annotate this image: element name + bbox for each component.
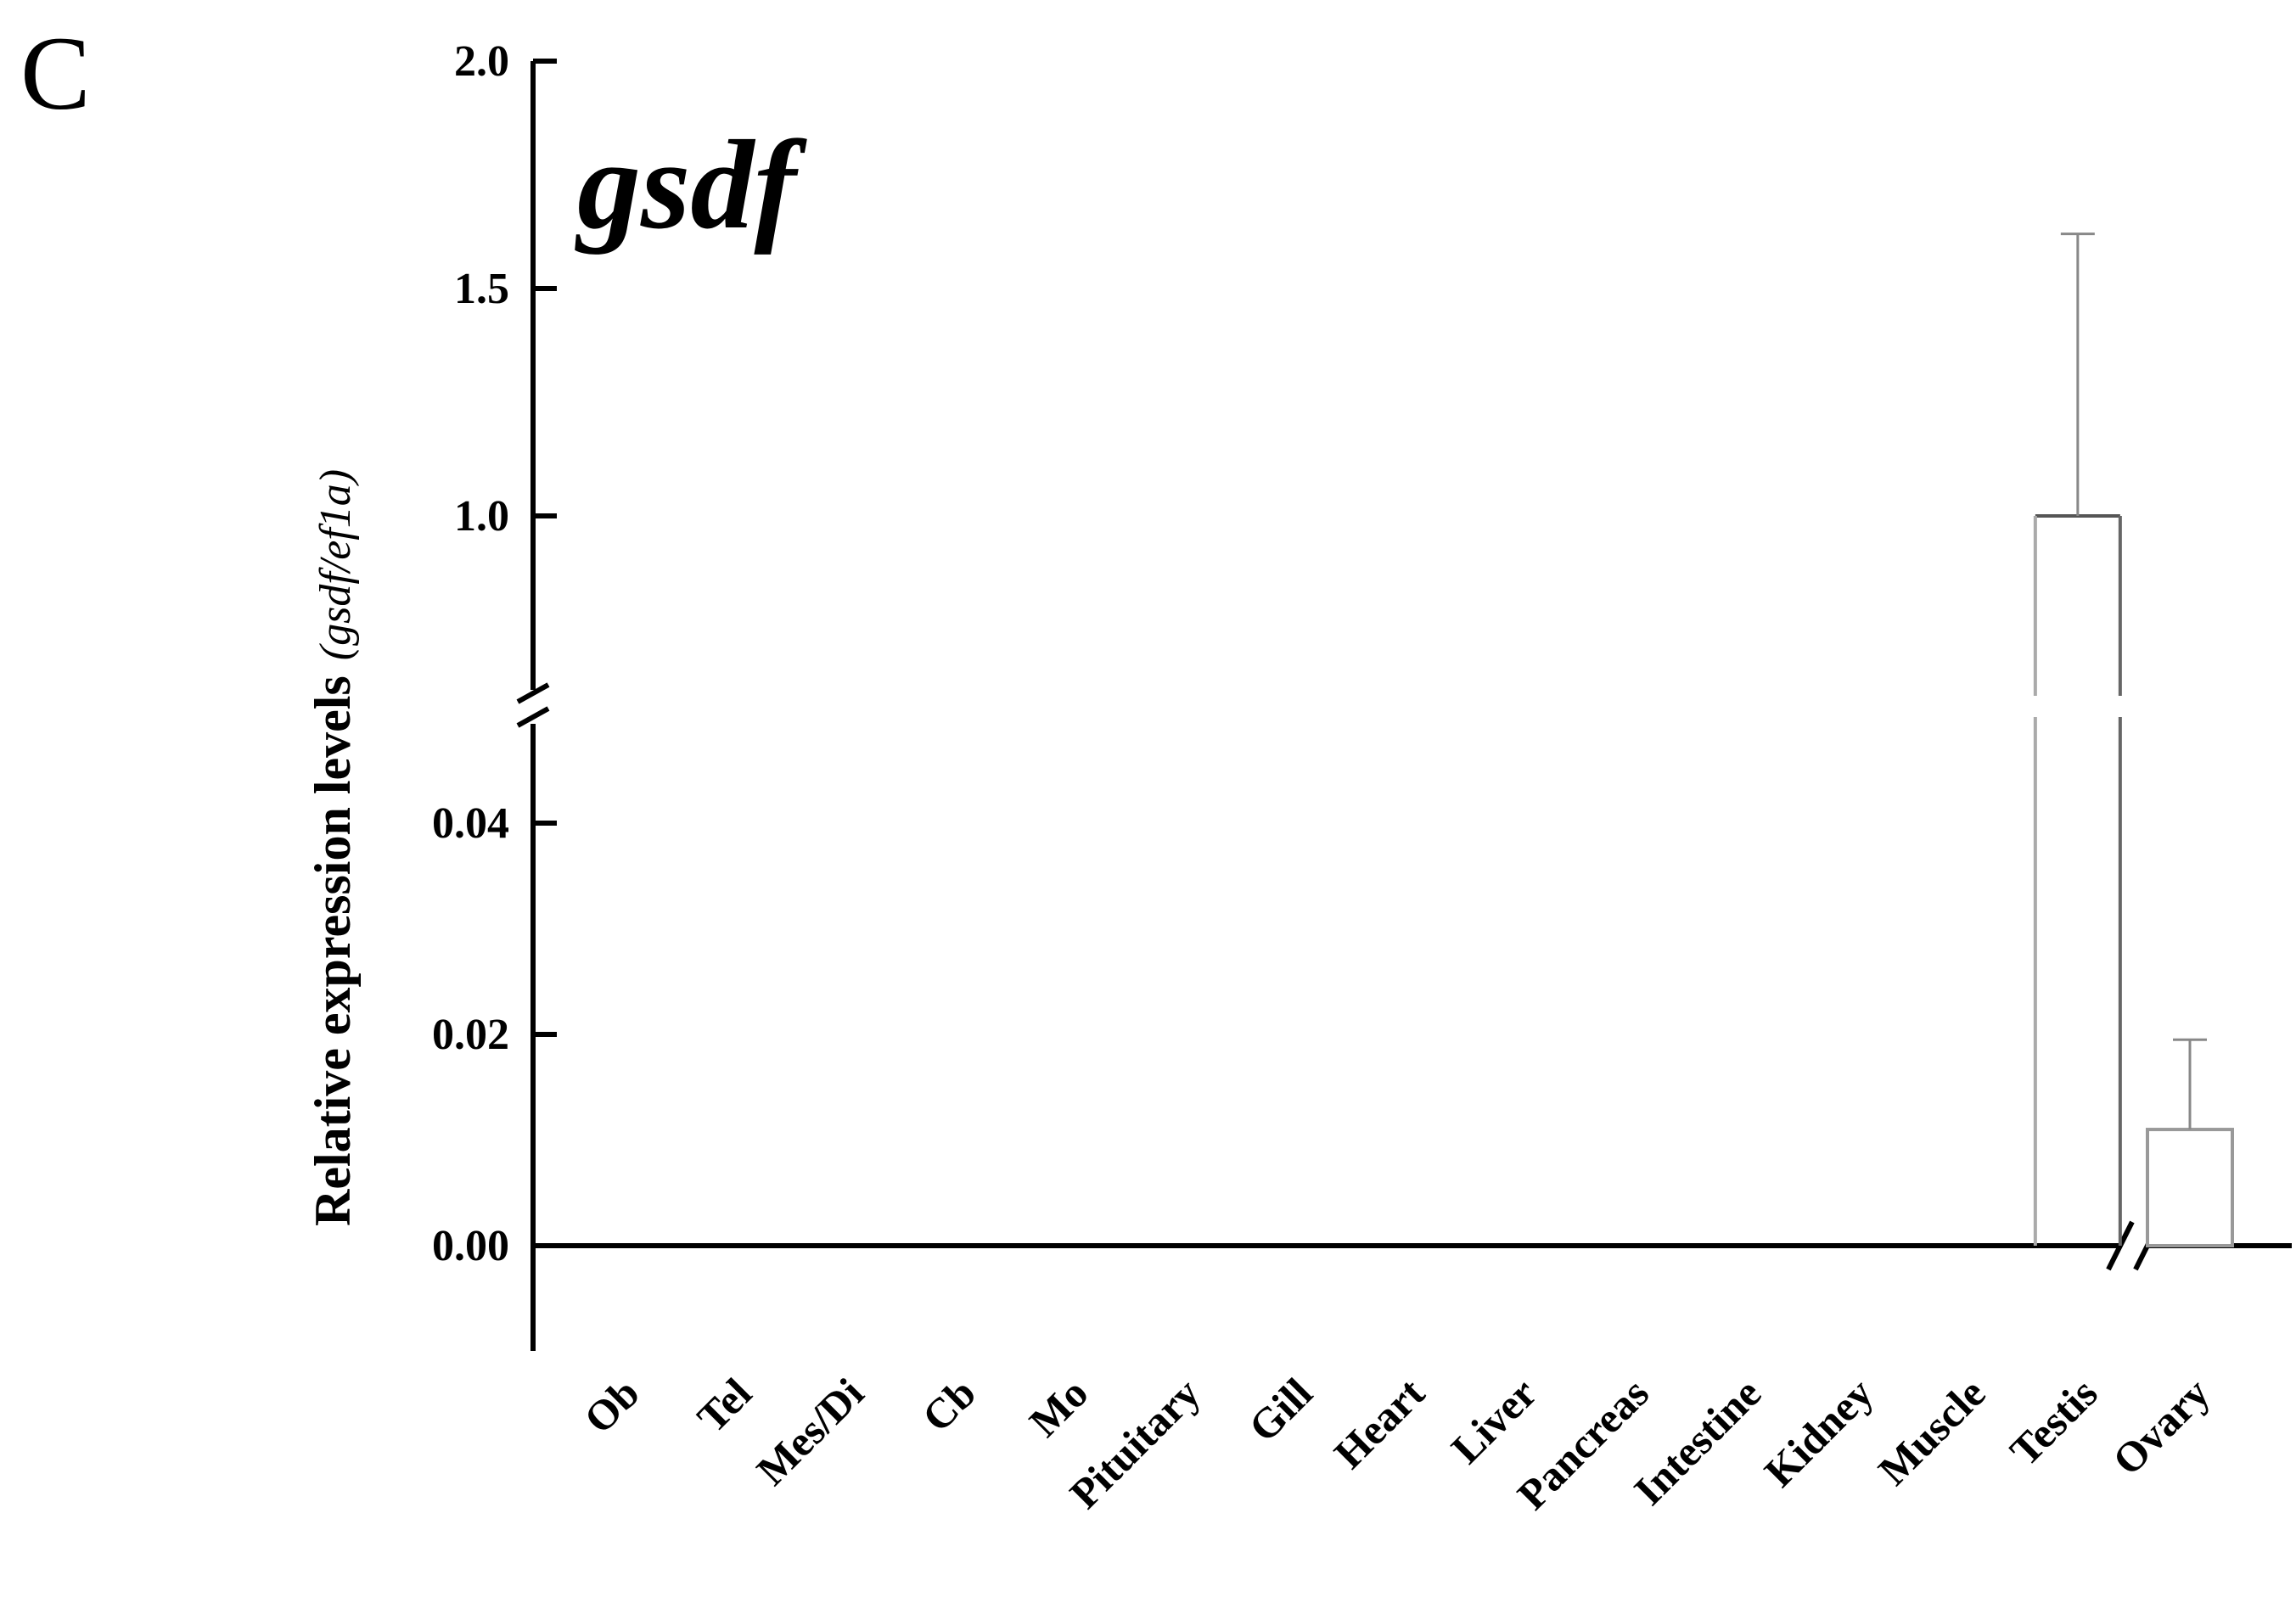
x-category-label: Mes/Di — [747, 1369, 873, 1494]
chart-title: gsdf — [575, 115, 807, 255]
x-category-label: Ovary — [2103, 1369, 2219, 1484]
y-axis-label: Relative expression levels (gsdf/ef1a) — [305, 469, 361, 1226]
x-category-label: Liver — [1442, 1369, 1546, 1472]
y-axis-break-mark — [516, 706, 550, 728]
x-category-label: Mo — [1020, 1369, 1097, 1446]
bar-ovary — [2146, 1038, 2234, 1248]
x-category-label: Kidney — [1755, 1369, 1883, 1496]
y-axis-label-suffix: (gsdf/ef1a) — [312, 469, 360, 660]
bars — [2033, 233, 2234, 1248]
y-axis-label-main: Relative expression levels — [305, 675, 361, 1226]
x-category-label: Tel — [688, 1369, 761, 1442]
x-category-label: Gill — [1239, 1369, 1322, 1451]
y-tick-label: 0.00 — [432, 1222, 509, 1270]
y-tick-label: 0.04 — [432, 799, 509, 848]
y-tick-label: 1.0 — [454, 492, 509, 541]
x-category-label: Testis — [2001, 1369, 2107, 1475]
bar-rect — [2146, 1128, 2234, 1248]
y-ticks: 0.00 0.02 0.04 1.0 1.5 2.0 — [432, 37, 557, 1270]
x-category-label: Ob — [575, 1369, 648, 1443]
x-category-label: Muscle — [1869, 1369, 1995, 1494]
bar-testis — [2033, 233, 2122, 1246]
x-category-label: Heart — [1325, 1369, 1434, 1477]
x-category-label: Cb — [912, 1369, 985, 1441]
panel-label: C — [20, 15, 91, 132]
y-tick-label: 0.02 — [432, 1011, 509, 1059]
x-category-label: Intestine — [1625, 1369, 1770, 1514]
y-tick-label: 2.0 — [454, 37, 509, 86]
y-tick-label: 1.5 — [454, 265, 509, 313]
x-axis-break-gap — [2121, 1239, 2146, 1252]
y-axis-break-mark — [516, 682, 550, 704]
